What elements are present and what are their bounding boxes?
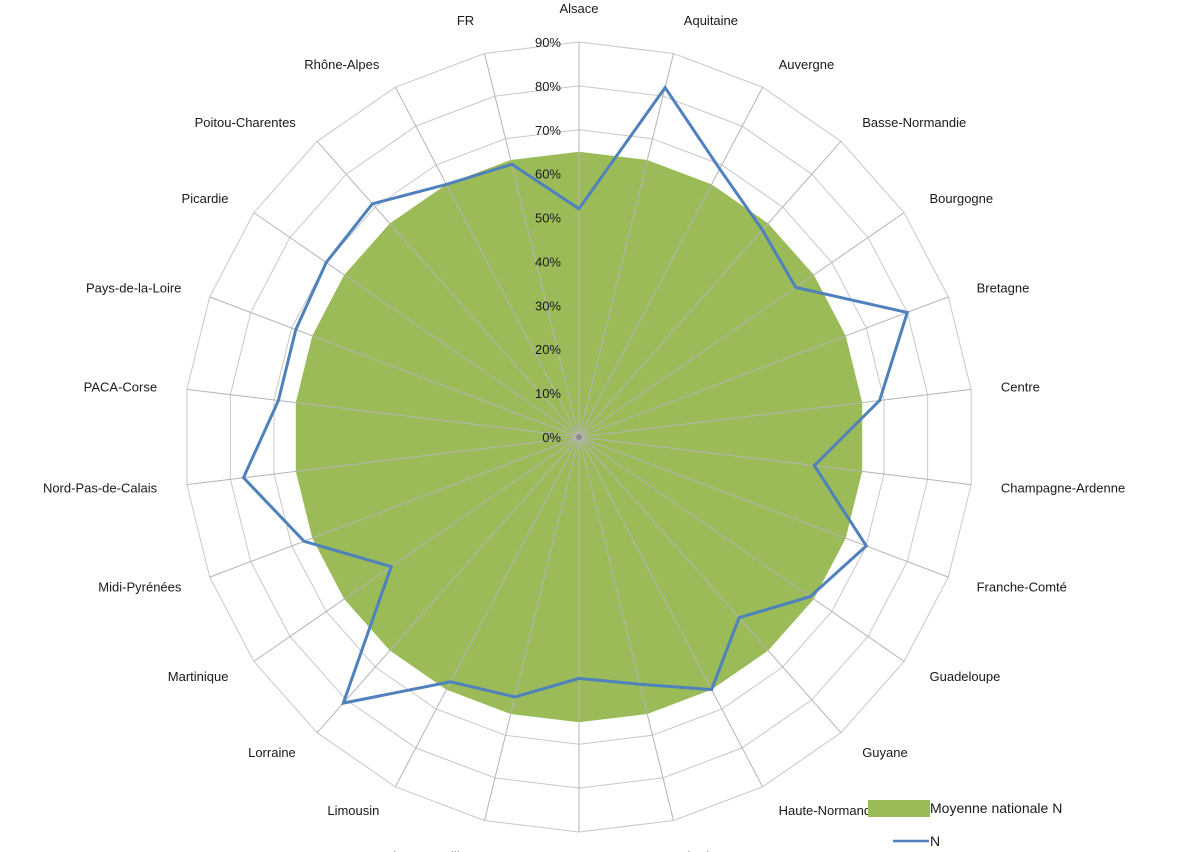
category-label: Guyane	[862, 745, 908, 760]
category-label: Champagne-Ardenne	[1001, 481, 1125, 496]
spoke	[484, 436, 580, 821]
category-labels: Alsace Aquitaine Auvergne Basse-Normandie Bo…	[43, 1, 1125, 852]
spoke	[484, 53, 580, 438]
category-label: Alsace	[559, 1, 598, 16]
category-label: Pays-de-la-Loire	[86, 281, 181, 296]
legend-label-area: Moyenne nationale N	[930, 800, 1062, 816]
tick-label: 80%	[535, 79, 561, 94]
spoke	[578, 436, 949, 578]
series-line-n	[241, 84, 910, 706]
spoke	[209, 296, 580, 438]
tick-label: 90%	[535, 35, 561, 50]
legend: Moyenne nationale N N	[868, 800, 1062, 849]
tick-label: 50%	[535, 211, 561, 226]
category-label: Haute-Normandie	[779, 803, 882, 818]
spoke	[394, 436, 580, 788]
category-label: Basse-Normandie	[862, 115, 966, 130]
category-label: Poitou-Charentes	[195, 115, 297, 130]
legend-swatch-area	[868, 800, 930, 817]
tick-label: 0%	[542, 430, 561, 445]
category-label: Auvergne	[779, 57, 835, 72]
spoke	[253, 212, 580, 438]
category-label: Guadeloupe	[930, 669, 1001, 684]
radial-tick-labels: 0% 10% 20% 30% 40% 50% 60% 70% 80% 90%	[535, 35, 561, 445]
spoke	[394, 86, 580, 438]
category-label: Ile-de-France	[684, 849, 761, 852]
spoke	[186, 388, 580, 438]
spoke	[316, 436, 580, 734]
category-label: Midi-Pyrénées	[98, 579, 182, 594]
spoke	[316, 140, 580, 438]
spoke	[186, 436, 580, 486]
radar-spokes	[186, 42, 972, 832]
category-label: Aquitaine	[684, 13, 738, 28]
spoke	[578, 436, 674, 821]
spoke	[578, 212, 905, 438]
spoke	[578, 436, 764, 788]
category-label: Limousin	[327, 803, 379, 818]
spoke	[578, 86, 764, 438]
spoke	[209, 436, 580, 578]
spoke	[578, 436, 842, 734]
spoke	[578, 296, 949, 438]
category-label: Nord-Pas-de-Calais	[43, 481, 158, 496]
tick-label: 40%	[535, 254, 561, 269]
category-label: Bourgogne	[930, 191, 994, 206]
tick-label: 30%	[535, 298, 561, 313]
legend-label-line: N	[930, 833, 940, 849]
center-point	[576, 434, 582, 440]
category-label: Languedoc-Roussillon	[346, 849, 475, 852]
category-label: Lorraine	[248, 745, 296, 760]
spoke	[578, 436, 905, 662]
spoke	[253, 436, 580, 662]
tick-label: 60%	[535, 167, 561, 182]
spoke	[578, 53, 674, 438]
category-label: PACA-Corse	[84, 379, 157, 394]
tick-label: 20%	[535, 342, 561, 357]
category-label: Picardie	[182, 191, 229, 206]
category-label: FR	[457, 13, 474, 28]
category-label: Franche-Comté	[977, 579, 1067, 594]
tick-label: 70%	[535, 123, 561, 138]
category-label: Centre	[1001, 379, 1040, 394]
category-label: Martinique	[168, 669, 229, 684]
category-label: Bretagne	[977, 281, 1030, 296]
spoke	[578, 436, 972, 486]
series-line-layer	[241, 84, 910, 706]
spoke	[578, 388, 972, 438]
tick-label: 10%	[535, 386, 561, 401]
category-label: Rhône-Alpes	[304, 57, 380, 72]
spoke	[578, 140, 842, 438]
